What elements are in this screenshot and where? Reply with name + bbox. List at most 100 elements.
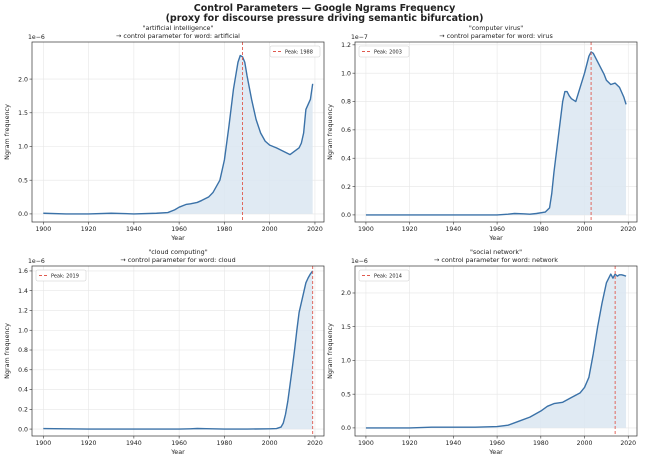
- x-tick-label: 2000: [262, 440, 278, 447]
- legend-label: Peak: 2014: [374, 274, 402, 280]
- y-scale-label: 1e−6: [351, 258, 368, 265]
- legend-box: [269, 45, 321, 58]
- chart-panel: "cloud computing"→ control parameter for…: [3, 248, 325, 456]
- y-axis-label: Ngram frequency: [326, 104, 334, 160]
- legend-box: [358, 269, 410, 282]
- x-axis-label: Year: [488, 234, 503, 242]
- figure-subtitle: (proxy for discourse pressure driving se…: [166, 13, 484, 24]
- series-line: [365, 273, 627, 429]
- chart-panel: "artificial intelligence"→ control param…: [3, 24, 325, 242]
- x-tick-label: 1900: [358, 440, 374, 447]
- series-area: [365, 274, 627, 428]
- plot-frame: [354, 41, 638, 223]
- x-tick-label: 2020: [620, 226, 636, 233]
- figure-title: Control Parameters — Google Ngrams Frequ…: [194, 3, 456, 14]
- y-tick-label: 0.0: [18, 211, 28, 218]
- chart-title: "artificial intelligence": [143, 24, 214, 32]
- legend-box: [358, 45, 410, 58]
- y-tick-label: 1.2: [18, 308, 28, 315]
- legend: Peak: 2014: [358, 269, 410, 282]
- x-tick-label: 1920: [402, 226, 418, 233]
- y-tick-label: 0.5: [341, 391, 351, 398]
- x-tick-label: 1900: [35, 226, 51, 233]
- y-tick-label: 0.8: [341, 99, 351, 106]
- y-scale-label: 1e−6: [28, 258, 45, 265]
- y-tick-label: 2.0: [341, 290, 351, 297]
- x-tick-label: 2020: [620, 440, 636, 447]
- x-tick-label: 2000: [577, 440, 593, 447]
- y-tick-label: 2.0: [18, 76, 28, 83]
- x-tick-label: 1940: [445, 440, 461, 447]
- chart-subtitle: → control parameter for word: virus: [439, 32, 553, 40]
- y-tick-label: 0.0: [341, 425, 351, 432]
- x-tick-label: 1980: [533, 440, 549, 447]
- y-tick-label: 1.5: [18, 110, 28, 117]
- plot-frame: [31, 41, 325, 223]
- series-line: [43, 270, 314, 430]
- y-tick-label: 1.0: [341, 70, 351, 77]
- x-axis-label: Year: [488, 448, 503, 456]
- legend-label: Peak: 1988: [285, 50, 313, 56]
- chart-subtitle: → control parameter for word: network: [434, 256, 558, 264]
- chart-subtitle: → control parameter for word: cloud: [120, 256, 235, 264]
- y-axis-label: Ngram frequency: [3, 323, 11, 379]
- x-tick-label: 1940: [445, 226, 461, 233]
- chart-panels: "artificial intelligence"→ control param…: [3, 24, 638, 456]
- y-tick-label: 0.2: [18, 407, 28, 414]
- legend: Peak: 2019: [35, 269, 87, 282]
- y-axis-label: Ngram frequency: [326, 323, 334, 379]
- x-tick-label: 2000: [262, 226, 278, 233]
- y-tick-label: 1.0: [18, 144, 28, 151]
- y-axis-label: Ngram frequency: [3, 104, 11, 160]
- legend-label: Peak: 2019: [51, 274, 79, 280]
- y-scale-label: 1e−7: [351, 34, 368, 41]
- chart-title: "cloud computing": [148, 248, 207, 256]
- x-tick-label: 1980: [217, 440, 233, 447]
- chart-panel: "social network"→ control parameter for …: [326, 248, 638, 456]
- legend-box: [35, 269, 87, 282]
- x-tick-label: 1960: [489, 440, 505, 447]
- x-tick-label: 1920: [402, 440, 418, 447]
- y-tick-label: 0.0: [18, 426, 28, 433]
- chart-title: "social network": [470, 248, 522, 256]
- x-tick-label: 1980: [533, 226, 549, 233]
- x-tick-label: 1960: [489, 226, 505, 233]
- y-tick-label: 1.2: [341, 42, 351, 49]
- y-tick-label: 0.4: [18, 387, 28, 394]
- legend-label: Peak: 2003: [374, 50, 402, 56]
- x-axis-label: Year: [170, 448, 185, 456]
- x-tick-label: 1920: [81, 440, 97, 447]
- y-tick-label: 1.0: [18, 327, 28, 334]
- y-tick-label: 0.8: [18, 347, 28, 354]
- y-tick-label: 1.4: [18, 288, 28, 295]
- x-tick-label: 2020: [307, 440, 323, 447]
- y-tick-label: 0.5: [18, 177, 28, 184]
- y-tick-label: 0.0: [341, 212, 351, 219]
- x-tick-label: 2020: [307, 226, 323, 233]
- chart-panel: "computer virus"→ control parameter for …: [326, 24, 638, 242]
- y-tick-label: 1.0: [341, 358, 351, 365]
- y-tick-label: 0.4: [341, 155, 351, 162]
- y-tick-label: 1.5: [341, 324, 351, 331]
- y-tick-label: 0.6: [341, 127, 351, 134]
- x-tick-label: 1960: [171, 440, 187, 447]
- legend: Peak: 1988: [269, 45, 321, 58]
- y-scale-label: 1e−6: [28, 34, 45, 41]
- x-tick-label: 2000: [577, 226, 593, 233]
- x-tick-label: 1960: [171, 226, 187, 233]
- series-line: [43, 54, 314, 215]
- chart-subtitle: → control parameter for word: artificial: [116, 32, 240, 40]
- y-tick-label: 0.2: [341, 184, 351, 191]
- chart-title: "computer virus": [469, 24, 523, 32]
- legend: Peak: 2003: [358, 45, 410, 58]
- plot-frame: [31, 265, 325, 437]
- x-tick-label: 1900: [358, 226, 374, 233]
- y-tick-label: 1.6: [18, 268, 28, 275]
- y-tick-label: 0.6: [18, 367, 28, 374]
- x-tick-label: 1900: [35, 440, 51, 447]
- plot-frame: [354, 265, 638, 437]
- series-area: [365, 51, 627, 215]
- x-tick-label: 1940: [126, 226, 142, 233]
- x-tick-label: 1940: [126, 440, 142, 447]
